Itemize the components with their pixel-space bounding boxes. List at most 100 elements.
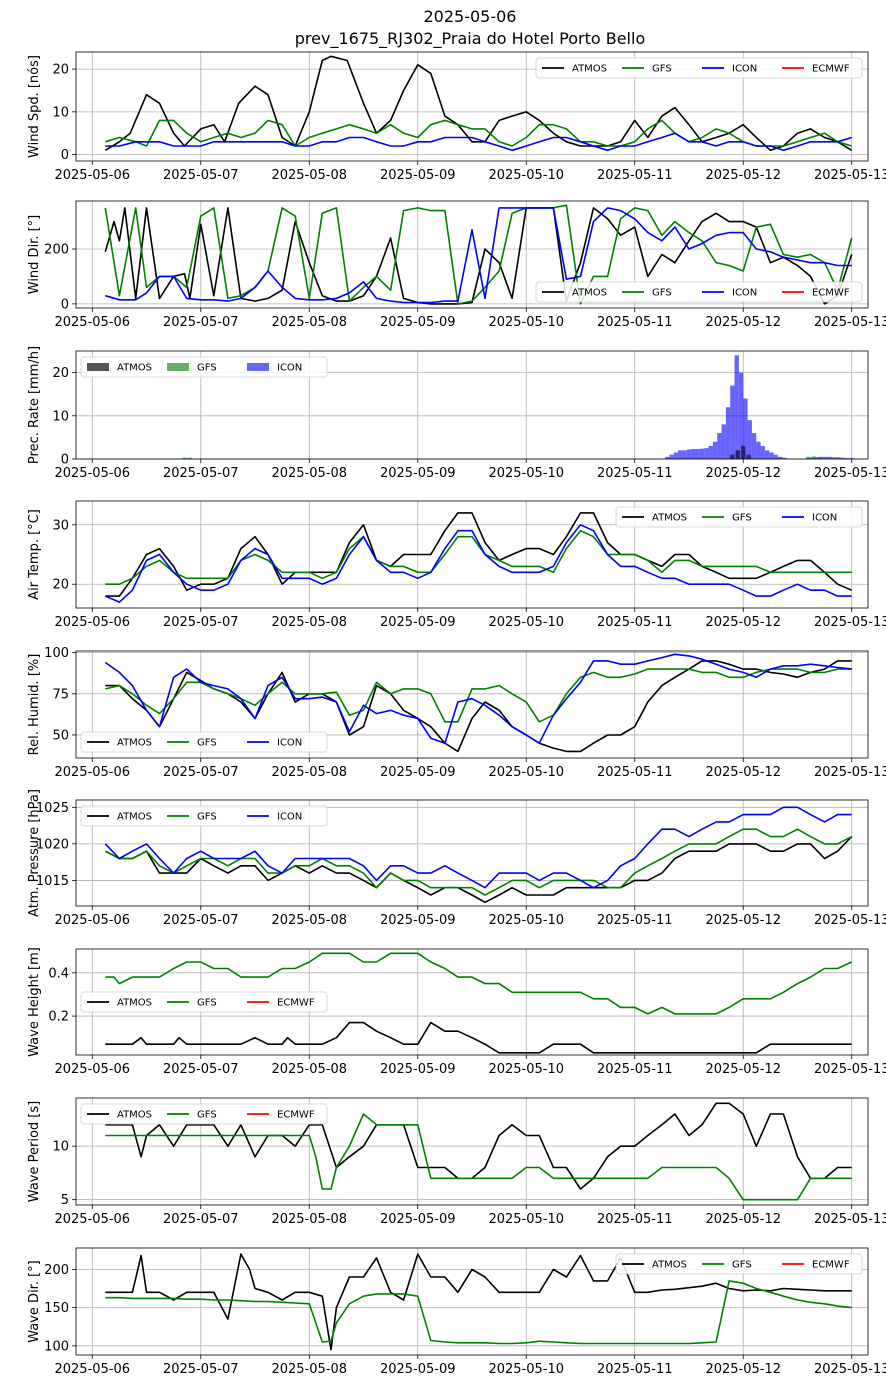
x-tick-label: 2025-05-13 xyxy=(814,315,886,330)
legend: ATMOS GFS ECMWF xyxy=(615,1253,863,1275)
x-tick-label: 2025-05-09 xyxy=(380,765,456,780)
axes-frame xyxy=(75,51,869,162)
x-tick-label: 2025-05-07 xyxy=(163,315,239,330)
bar-icon xyxy=(721,424,726,459)
x-tick-label: 2025-05-07 xyxy=(163,913,239,928)
series-line-icon xyxy=(105,207,852,304)
bar-atmos xyxy=(741,446,746,459)
bar-icon xyxy=(691,449,696,459)
x-tick-label: 2025-05-08 xyxy=(271,1212,347,1227)
bar-gfs xyxy=(182,457,187,459)
x-tick-label: 2025-05-13 xyxy=(814,168,886,183)
legend-box xyxy=(80,805,328,827)
legend-label-gfs: GFS xyxy=(197,1110,217,1121)
y-axis-label: Prec. Rate [mm/h] xyxy=(27,346,42,464)
bar-gfs xyxy=(817,457,822,459)
legend-label-atmos: ATMOS xyxy=(117,1110,152,1121)
x-tick-label: 2025-05-13 xyxy=(814,913,886,928)
axes-frame xyxy=(75,1247,869,1356)
y-tick-label: 0.2 xyxy=(48,1010,69,1025)
x-tick-label: 2025-05-11 xyxy=(597,615,673,630)
bar-icon xyxy=(686,449,692,459)
series-line-atmos xyxy=(105,1021,852,1054)
x-tick-label: 2025-05-13 xyxy=(814,1362,886,1377)
legend-label-gfs: GFS xyxy=(732,513,752,524)
x-tick-label: 2025-05-11 xyxy=(597,466,673,481)
bar-icon xyxy=(704,448,709,459)
panel-4: 2025-05-06 2025-05-07 2025-05-08 2025-05-09… xyxy=(27,500,886,630)
legend-box xyxy=(615,506,863,528)
bar-icon xyxy=(734,355,739,459)
y-tick-label: 1020 xyxy=(36,837,69,852)
bar-icon xyxy=(712,441,718,459)
legend: ATMOS GFS ICON xyxy=(615,506,863,528)
bar-icon xyxy=(845,458,850,459)
panel-8: 2025-05-06 2025-05-07 2025-05-08 2025-05-09… xyxy=(27,1097,886,1227)
y-axis-label: Wave Dir. [°] xyxy=(27,1260,42,1343)
legend-box xyxy=(80,1103,328,1125)
x-tick-label: 2025-05-09 xyxy=(380,913,456,928)
x-tick-label: 2025-05-07 xyxy=(163,765,239,780)
y-tick-label: 1015 xyxy=(36,874,69,889)
y-tick-label: 30 xyxy=(52,518,69,533)
bar-icon xyxy=(760,446,765,459)
series-group xyxy=(105,1253,852,1351)
x-tick-label: 2025-05-12 xyxy=(705,913,781,928)
series-line-gfs xyxy=(105,952,853,1015)
legend-label-icon: ICON xyxy=(277,738,302,749)
legend-label-atmos: ATMOS xyxy=(572,288,607,299)
x-tick-label: 2025-05-13 xyxy=(814,1212,886,1227)
legend-label-atmos: ATMOS xyxy=(652,513,687,524)
bar-icon xyxy=(708,446,713,459)
x-tick-label: 2025-05-12 xyxy=(705,765,781,780)
x-tick-label: 2025-05-08 xyxy=(271,466,347,481)
series-line-atmos xyxy=(104,55,853,152)
legend-label-icon: ICON xyxy=(732,288,757,299)
bar-icon xyxy=(764,450,770,459)
x-tick-label: 2025-05-10 xyxy=(488,1362,564,1377)
panel-9: 2025-05-06 2025-05-07 2025-05-08 2025-05-09… xyxy=(27,1247,886,1377)
x-tick-label: 2025-05-10 xyxy=(488,913,564,928)
panels: 2025-05-06 2025-05-07 2025-05-08 2025-05-09… xyxy=(27,51,886,1377)
series-line-gfs xyxy=(105,1280,852,1345)
bar-icon xyxy=(678,450,683,459)
panel-6: 2025-05-06 2025-05-07 2025-05-08 2025-05-09… xyxy=(27,789,886,928)
y-tick-label: 1025 xyxy=(36,801,69,816)
x-tick-label: 2025-05-11 xyxy=(597,1212,673,1227)
legend-box xyxy=(615,1253,863,1275)
bar-icon xyxy=(827,456,833,459)
series-line-gfs xyxy=(105,529,852,586)
bar-icon xyxy=(777,456,783,459)
bar-icon xyxy=(695,449,700,459)
axes-frame xyxy=(75,500,869,609)
series-line-icon xyxy=(105,132,852,152)
bar-gfs xyxy=(187,457,193,459)
legend-label-icon: ICON xyxy=(732,64,757,75)
series-group xyxy=(104,512,853,603)
figure-title: 2025-05-06 xyxy=(424,7,517,26)
y-tick-label: 100 xyxy=(44,1339,69,1354)
bar-icon xyxy=(743,398,748,459)
x-tick-label: 2025-05-08 xyxy=(271,913,347,928)
x-tick-label: 2025-05-09 xyxy=(380,315,456,330)
y-axis-label: Wave Period [s] xyxy=(27,1101,42,1202)
legend-label-atmos: ATMOS xyxy=(117,738,152,749)
x-tick-label: 2025-05-08 xyxy=(271,615,347,630)
y-tick-label: 20 xyxy=(52,63,69,78)
y-tick-label: 10 xyxy=(52,1140,69,1155)
y-tick-label: 5 xyxy=(61,1193,69,1208)
bar-icon xyxy=(738,372,744,459)
x-tick-label: 2025-05-06 xyxy=(54,315,130,330)
bar-icon xyxy=(730,385,735,459)
legend-swatch-atmos xyxy=(87,363,109,371)
y-axis-label: Wave Height [m] xyxy=(27,947,42,1057)
axes-frame xyxy=(75,200,869,309)
bar-icon xyxy=(823,456,828,459)
x-tick-label: 2025-05-12 xyxy=(705,168,781,183)
legend-box xyxy=(80,356,328,378)
legend-box xyxy=(80,991,328,1013)
panel-1: 2025-05-06 2025-05-07 2025-05-08 2025-05-09… xyxy=(27,51,886,183)
y-tick-label: 0.4 xyxy=(48,966,69,981)
axes-frame xyxy=(75,948,869,1056)
bar-atmos xyxy=(735,450,740,459)
